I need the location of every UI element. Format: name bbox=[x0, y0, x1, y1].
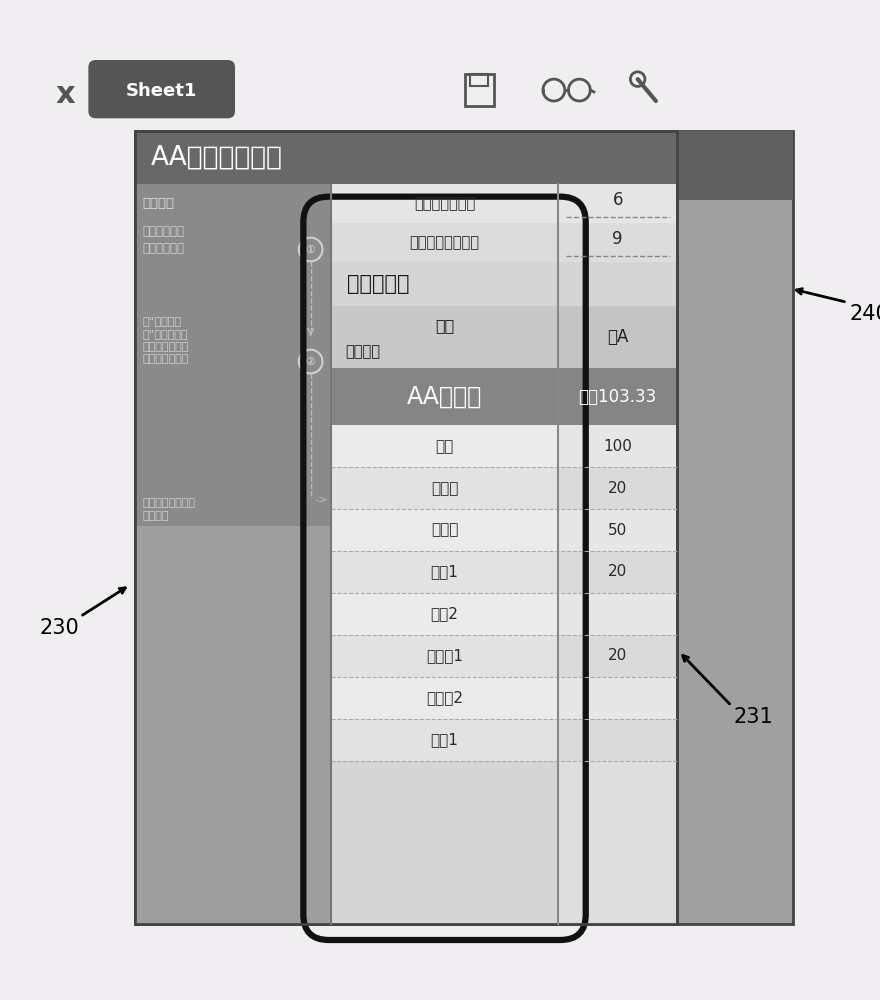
Text: 231: 231 bbox=[733, 707, 773, 727]
Text: 请输入消费项目数: 请输入消费项目数 bbox=[409, 235, 480, 250]
Text: 输入参与人数
和消费项目数: 输入参与人数 和消费项目数 bbox=[142, 225, 184, 255]
Bar bbox=[559, 184, 677, 924]
Bar bbox=[135, 131, 677, 924]
Text: 吃饥: 吃饥 bbox=[436, 439, 454, 454]
Text: ①: ① bbox=[305, 245, 316, 255]
Text: 50: 50 bbox=[608, 523, 627, 538]
Text: 看电影: 看电影 bbox=[431, 481, 458, 496]
Text: ②: ② bbox=[305, 357, 316, 367]
Bar bbox=[470, 74, 488, 86]
Text: 输入完成后在此处
查看结果: 输入完成后在此处 查看结果 bbox=[142, 498, 195, 521]
Bar bbox=[559, 509, 677, 551]
Bar bbox=[331, 368, 559, 425]
Text: x: x bbox=[55, 80, 76, 109]
Bar bbox=[331, 306, 559, 368]
Text: 使用说明: 使用说明 bbox=[142, 197, 174, 210]
Bar bbox=[465, 74, 494, 106]
Text: 其他1: 其他1 bbox=[430, 732, 458, 747]
Bar bbox=[331, 719, 559, 761]
Text: 100: 100 bbox=[603, 439, 632, 454]
Text: 240: 240 bbox=[850, 304, 880, 324]
Bar bbox=[559, 719, 677, 761]
Text: ->: -> bbox=[314, 495, 327, 505]
Text: Sheet1: Sheet1 bbox=[126, 82, 197, 100]
Bar bbox=[331, 184, 677, 223]
Text: 下午茶: 下午茶 bbox=[431, 523, 458, 538]
Text: 9: 9 bbox=[612, 230, 623, 248]
Bar bbox=[135, 131, 677, 924]
Text: 收回103.33: 收回103.33 bbox=[578, 388, 656, 406]
Text: 20: 20 bbox=[608, 564, 627, 579]
Bar bbox=[559, 551, 677, 593]
Bar bbox=[559, 425, 677, 467]
Text: 打车1: 打车1 bbox=[430, 564, 458, 579]
Text: 打车2: 打车2 bbox=[430, 606, 458, 621]
Text: 买东西2: 买东西2 bbox=[426, 690, 463, 705]
Bar bbox=[135, 131, 677, 184]
Bar bbox=[331, 223, 677, 262]
Text: 买东西1: 买东西1 bbox=[426, 648, 463, 663]
Text: AA制生活小工具: AA制生活小工具 bbox=[151, 144, 283, 170]
Bar bbox=[331, 635, 559, 677]
Bar bbox=[331, 593, 559, 635]
Bar bbox=[559, 306, 677, 368]
Text: 在“消费明细
表”中（虚线框
区域）输入对应
的每人消费金额: 在“消费明细 表”中（虚线框 区域）输入对应 的每人消费金额 bbox=[142, 316, 188, 364]
Bar bbox=[559, 677, 677, 719]
FancyBboxPatch shape bbox=[88, 60, 235, 118]
Bar bbox=[331, 509, 559, 551]
Bar bbox=[331, 184, 559, 924]
Bar bbox=[677, 131, 793, 924]
Text: 小A: 小A bbox=[607, 328, 628, 346]
Bar bbox=[331, 551, 559, 593]
Text: 20: 20 bbox=[608, 648, 627, 663]
Text: 20: 20 bbox=[608, 481, 627, 496]
Bar bbox=[135, 184, 331, 526]
Text: 消费明细表: 消费明细表 bbox=[347, 274, 409, 294]
Text: 姓名: 姓名 bbox=[435, 319, 454, 334]
Text: 活动项目: 活动项目 bbox=[345, 344, 380, 359]
Bar bbox=[677, 131, 793, 200]
Text: AA制结果: AA制结果 bbox=[407, 385, 482, 409]
Bar bbox=[559, 593, 677, 635]
Bar bbox=[559, 635, 677, 677]
Bar bbox=[559, 368, 677, 425]
Bar bbox=[559, 467, 677, 509]
Text: 请输入参与人数: 请输入参与人数 bbox=[414, 196, 475, 211]
Bar bbox=[135, 526, 331, 924]
Text: 6: 6 bbox=[612, 191, 623, 209]
Bar bbox=[331, 262, 677, 306]
Bar bbox=[331, 467, 559, 509]
Bar bbox=[331, 677, 559, 719]
Bar bbox=[331, 425, 559, 467]
Text: 230: 230 bbox=[40, 618, 79, 638]
